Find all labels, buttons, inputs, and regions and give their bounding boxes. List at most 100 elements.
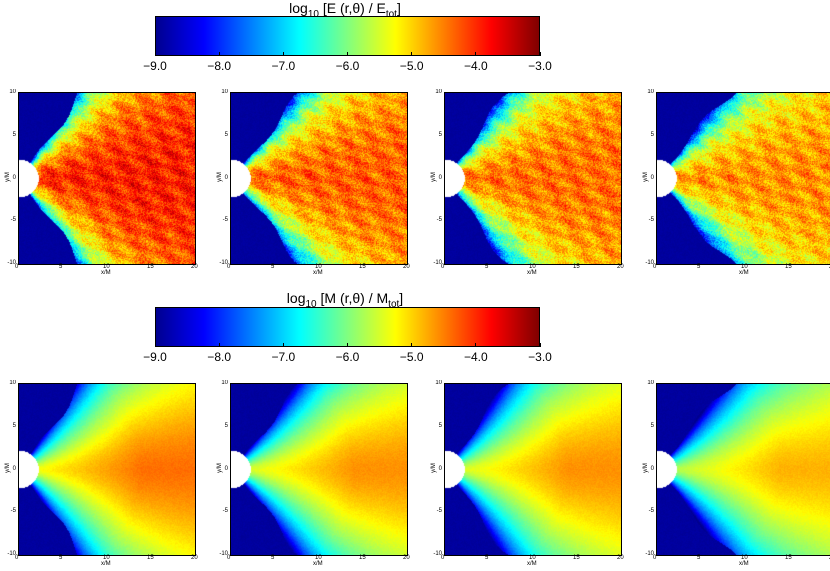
- y-tick-label: 5: [224, 422, 228, 429]
- y-tick-label: 5: [224, 131, 228, 138]
- y-tick-label: 0: [438, 174, 442, 181]
- colorbar-tickmark: [347, 343, 348, 347]
- y-tick-label: 10: [435, 89, 442, 95]
- x-tick-label: 0: [15, 555, 19, 561]
- colorbar-tickmark: [282, 343, 284, 347]
- y-tick-label: -5: [10, 508, 16, 515]
- x-tick-label: 5: [271, 555, 275, 561]
- y-tick-label: -10: [645, 260, 654, 266]
- colorbar-title-mass: log10 [M (r,θ) / Mtot]: [286, 290, 404, 310]
- y-tick-label: -5: [648, 217, 654, 224]
- x-tick-label: 5: [485, 555, 489, 561]
- x-tick-label: 20: [403, 555, 410, 561]
- mass-heatmap-1: [18, 383, 196, 556]
- y-tick-label: -10: [7, 260, 16, 266]
- x-axis-label: x/M: [527, 270, 537, 276]
- y-tick-label: -5: [222, 508, 228, 515]
- x-tick-label: 0: [441, 264, 445, 270]
- x-tick-label: 0: [227, 264, 231, 270]
- x-tick-label: 10: [103, 555, 110, 561]
- colorbar-title-energy: log10 [E (r,θ) / Etot]: [289, 0, 401, 20]
- colorbar-tick-label: −5.0: [399, 59, 424, 73]
- x-tick-label: 10: [529, 555, 536, 561]
- colorbar-tick-label: −5.0: [399, 350, 424, 364]
- mass-heatmap-4: [656, 383, 830, 556]
- colorbar-tickmark: [282, 52, 284, 56]
- colorbar-tick-label: −3.0: [528, 59, 552, 73]
- x-tick-label: 15: [573, 555, 580, 561]
- x-tick-label: 0: [15, 264, 19, 270]
- colorbar-tickmark: [218, 343, 220, 347]
- y-tick-label: 0: [650, 174, 654, 181]
- colorbar-tick-label: −8.0: [207, 59, 232, 73]
- colorbar-tickmark: [475, 343, 477, 347]
- colorbar-tickmark: [539, 343, 541, 347]
- y-tick-label: 10: [221, 89, 228, 95]
- x-tick-label: 15: [359, 555, 366, 561]
- x-axis-label: x/M: [739, 561, 749, 567]
- colorbar-mass: [155, 307, 540, 347]
- colorbar-tick-label: −9.0: [143, 59, 167, 73]
- y-axis-label: y/M: [216, 462, 223, 473]
- y-axis-label: y/M: [430, 171, 437, 182]
- x-tick-label: 10: [529, 264, 536, 270]
- y-tick-label: 0: [12, 174, 16, 181]
- energy-heatmap-2: [230, 92, 408, 265]
- x-tick-label: 0: [653, 264, 657, 270]
- energy-heatmap-4: [656, 92, 830, 265]
- x-axis-label: x/M: [527, 561, 537, 567]
- x-tick-label: 15: [785, 555, 792, 561]
- x-tick-label: 5: [485, 264, 489, 270]
- x-tick-label: 15: [359, 264, 366, 270]
- y-tick-label: -10: [433, 260, 442, 266]
- colorbar-tickmark: [218, 52, 220, 56]
- colorbar-tickmark: [154, 343, 156, 347]
- x-tick-label: 0: [441, 555, 445, 561]
- y-tick-label: 5: [438, 422, 442, 429]
- colorbar-tick-label: −8.0: [207, 350, 232, 364]
- mass-panel-2: 0 5 10 15 20 10 5 0 -5 -10 x/M y/M: [217, 380, 410, 567]
- x-tick-label: 5: [697, 555, 701, 561]
- y-tick-label: 10: [435, 380, 442, 386]
- y-tick-label: -10: [433, 551, 442, 557]
- y-tick-label: -10: [645, 551, 654, 557]
- energy-panel-2: 0 5 10 15 20 10 5 0 -5 -10 x/M y/M: [217, 89, 410, 276]
- x-tick-label: 10: [315, 555, 322, 561]
- colorbar-tick-label: −9.0: [143, 350, 167, 364]
- y-tick-label: -5: [222, 217, 228, 224]
- x-tick-label: 20: [617, 555, 624, 561]
- colorbar-tick-label: −7.0: [271, 59, 296, 73]
- mass-panel-1: 0 5 10 15 20 10 5 0 -5 -10 x/M y/M: [5, 380, 198, 567]
- x-tick-label: 5: [271, 264, 275, 270]
- energy-heatmap-3: [444, 92, 622, 265]
- x-tick-label: 5: [59, 264, 63, 270]
- x-tick-label: 15: [785, 264, 792, 270]
- colorbar-tickmark: [347, 52, 348, 56]
- y-axis-label: y/M: [642, 171, 649, 182]
- mass-heatmap-2: [230, 383, 408, 556]
- y-axis-label: y/M: [216, 171, 223, 182]
- energy-panel-1: 0 5 10 15 20 10 5 0 -5 -10 x/M y/M: [5, 89, 198, 276]
- y-tick-label: 0: [224, 174, 228, 181]
- y-tick-label: 10: [647, 380, 654, 386]
- colorbar-tickmark: [411, 343, 413, 347]
- colorbar-tick-label: −6.0: [335, 350, 360, 364]
- x-axis-label: x/M: [101, 270, 111, 276]
- colorbar-tickmark: [539, 52, 541, 56]
- y-axis-label: y/M: [4, 171, 11, 182]
- colorbar-tickmark: [475, 52, 477, 56]
- x-tick-label: 20: [617, 264, 624, 270]
- y-tick-label: 10: [647, 89, 654, 95]
- x-axis-label: x/M: [739, 270, 749, 276]
- y-tick-label: 0: [438, 465, 442, 472]
- y-tick-label: 10: [221, 380, 228, 386]
- y-tick-label: 10: [9, 380, 16, 386]
- colorbar-tick-label: −4.0: [463, 350, 488, 364]
- y-tick-label: 0: [224, 465, 228, 472]
- x-tick-label: 15: [147, 555, 154, 561]
- y-tick-label: -10: [219, 551, 228, 557]
- x-axis-label: x/M: [313, 270, 323, 276]
- y-tick-label: -5: [10, 217, 16, 224]
